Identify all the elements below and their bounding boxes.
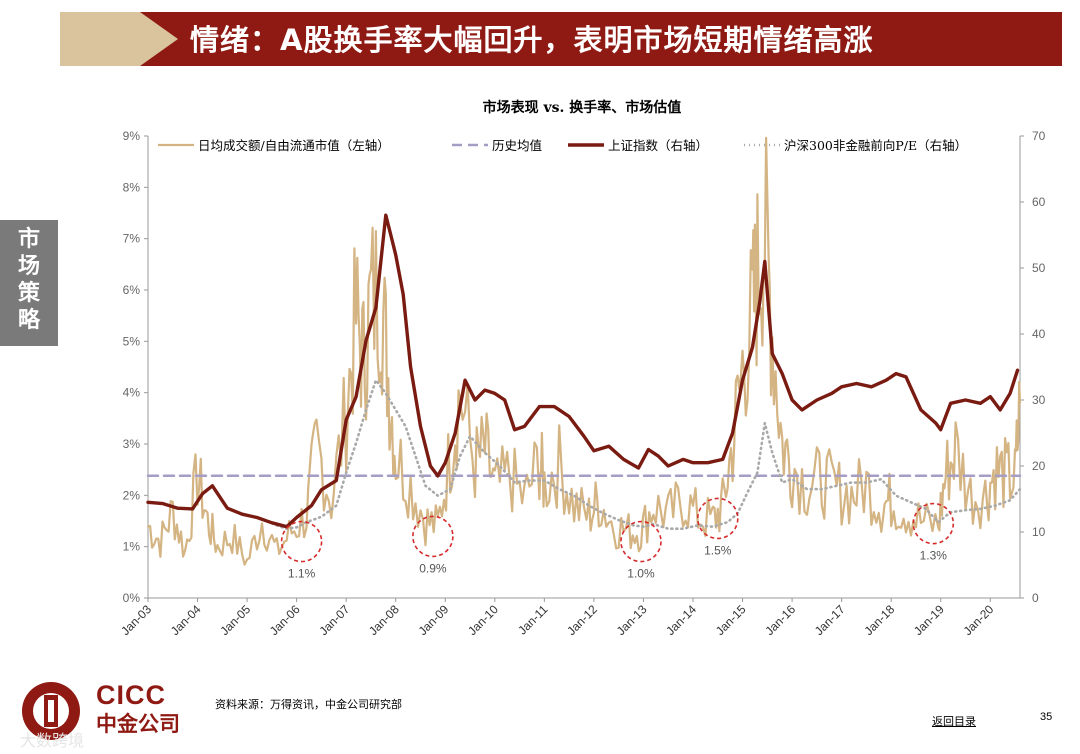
y-left-tick-label: 1% bbox=[123, 540, 141, 554]
page-number: 35 bbox=[1040, 711, 1053, 723]
x-tick-label: Jan-15 bbox=[713, 602, 749, 638]
series-line-2 bbox=[146, 213, 1020, 529]
back-to-contents-link[interactable]: 返回目录 bbox=[932, 715, 976, 728]
y-left-tick-label: 2% bbox=[123, 488, 141, 502]
x-tick-label: Jan-03 bbox=[118, 602, 154, 638]
x-tick-label: Jan-17 bbox=[812, 602, 848, 638]
y-left-tick-label: 3% bbox=[123, 437, 141, 451]
annotation-circle-1 bbox=[412, 515, 454, 558]
series-line-0 bbox=[146, 136, 1022, 566]
y-right-tick-label: 10 bbox=[1032, 525, 1046, 539]
annotation-label-2: 1.0% bbox=[627, 567, 655, 581]
x-tick-label: Jan-09 bbox=[416, 602, 452, 638]
x-tick-label: Jan-19 bbox=[911, 602, 947, 638]
y-left-tick-label: 6% bbox=[123, 283, 141, 297]
annotation-circle-0 bbox=[280, 520, 323, 563]
x-tick-label: Jan-05 bbox=[217, 602, 253, 638]
x-tick-label: Jan-13 bbox=[614, 602, 650, 638]
series-line-3 bbox=[275, 378, 1022, 531]
chart-axes: 0% 1% 2% 3% 4% 5% 6% 7% 8% 9% 0 10 20 30 40 50 60 70 Jan-0… bbox=[118, 129, 1045, 638]
y-right-tick-label: 60 bbox=[1032, 195, 1046, 209]
legend-label-2: 上证指数（右轴） bbox=[608, 138, 708, 153]
annotation-label-3: 1.5% bbox=[704, 543, 732, 557]
side-section-tab[interactable] bbox=[0, 220, 58, 346]
x-tick-label: Jan-20 bbox=[961, 602, 997, 638]
side-label-char-3: 略 bbox=[17, 307, 40, 333]
x-tick-label: Jan-10 bbox=[465, 602, 501, 638]
annotation-circle-2 bbox=[620, 520, 662, 563]
legend-label-0: 日均成交额/自由流通市值（左轴） bbox=[198, 138, 390, 153]
y-left-tick-label: 0% bbox=[123, 591, 141, 605]
y-right-tick-label: 50 bbox=[1032, 261, 1046, 275]
x-tick-label: Jan-04 bbox=[168, 602, 204, 638]
y-left-tick-label: 7% bbox=[123, 232, 141, 246]
y-left-tick-label: 5% bbox=[123, 334, 141, 348]
x-tick-label: Jan-08 bbox=[366, 602, 402, 638]
y-left-tick-label: 8% bbox=[123, 180, 141, 194]
chart-legend: 日均成交额/自由流通市值（左轴） 历史均值 上证指数（右轴） 沪深300非金融前向P/… bbox=[158, 138, 967, 153]
source-note: 资料来源：万得资讯，中金公司研究部 bbox=[215, 698, 402, 711]
annotation-circle-3 bbox=[696, 497, 739, 540]
y-left-tick-label: 9% bbox=[123, 129, 141, 143]
chart-annotations: 1.1% 0.9% 1.0% 1.5% 1.3% bbox=[280, 497, 955, 581]
legend-label-3: 沪深300非金融前向P/E（右轴） bbox=[784, 138, 967, 153]
page-title: 情绪：A股换手率大幅回升，表明市场短期情绪高涨 bbox=[190, 23, 874, 57]
annotation-label-4: 1.3% bbox=[920, 549, 948, 563]
x-tick-label: Jan-14 bbox=[663, 602, 699, 638]
y-right-tick-label: 0 bbox=[1032, 591, 1039, 605]
annotation-circle-4 bbox=[912, 502, 955, 545]
chart-title: 市场表现 vs. 换手率、市场估值 bbox=[483, 99, 682, 116]
side-label-char-2: 策 bbox=[17, 280, 40, 306]
y-right-tick-label: 20 bbox=[1032, 459, 1046, 473]
x-tick-label: Jan-18 bbox=[861, 602, 897, 638]
header-bar bbox=[140, 12, 1062, 66]
cicc-logo-icon bbox=[22, 682, 80, 740]
side-label-char-1: 场 bbox=[17, 253, 40, 279]
chart-series-layer bbox=[146, 136, 1022, 566]
x-tick-label: Jan-07 bbox=[316, 602, 352, 638]
annotation-label-1: 0.9% bbox=[419, 561, 447, 575]
side-section-label: 市场策略 bbox=[0, 226, 58, 334]
watermark: 大数跨境 bbox=[20, 731, 85, 750]
logo-text-en: CICC bbox=[96, 680, 166, 710]
logo-text-zh: 中金公司 bbox=[96, 712, 180, 736]
y-left-tick-label: 4% bbox=[123, 386, 141, 400]
x-tick-label: Jan-06 bbox=[267, 602, 303, 638]
side-label-char-0: 市 bbox=[17, 226, 40, 252]
y-right-tick-label: 30 bbox=[1032, 393, 1046, 407]
annotation-label-0: 1.1% bbox=[288, 567, 316, 581]
x-tick-label: Jan-11 bbox=[515, 602, 550, 637]
y-right-tick-label: 70 bbox=[1032, 129, 1046, 143]
x-tick-label: Jan-12 bbox=[564, 602, 600, 638]
legend-label-1: 历史均值 bbox=[492, 138, 542, 153]
y-right-tick-label: 40 bbox=[1032, 327, 1046, 341]
x-tick-label: Jan-16 bbox=[762, 602, 798, 638]
